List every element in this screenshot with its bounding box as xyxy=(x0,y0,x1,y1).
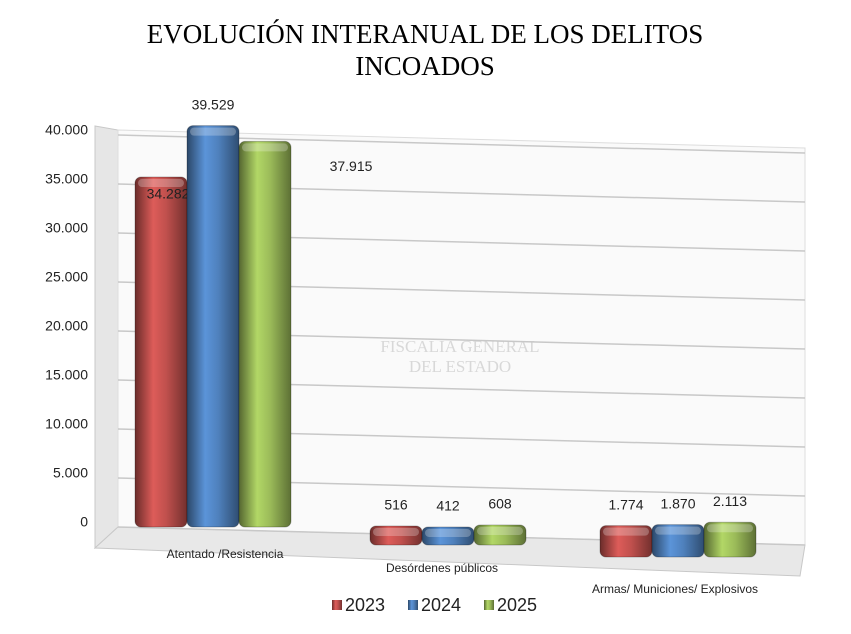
bar-highlight xyxy=(373,527,419,536)
bar xyxy=(238,140,292,528)
y-tick-label: 0 xyxy=(80,514,88,530)
data-label: 37.915 xyxy=(330,158,373,174)
watermark: DEL ESTADO xyxy=(409,357,511,376)
legend-label: 2024 xyxy=(421,595,461,615)
bar xyxy=(473,524,527,546)
bar-highlight xyxy=(242,143,288,152)
data-label: 412 xyxy=(436,498,460,514)
data-label: 516 xyxy=(384,497,408,513)
y-tick-label: 30.000 xyxy=(45,220,88,236)
bar-highlight xyxy=(655,526,701,535)
legend-swatch xyxy=(484,600,494,610)
data-label: 1.774 xyxy=(608,496,643,512)
data-label: 39.529 xyxy=(192,96,235,112)
data-label: 2.113 xyxy=(713,493,747,509)
bar xyxy=(134,176,188,528)
legend-label: 2023 xyxy=(345,595,385,615)
legend-swatch xyxy=(332,600,342,610)
data-label: 608 xyxy=(488,496,512,512)
chart-title: EVOLUCIÓN INTERANUAL DE LOS DELITOS INCO… xyxy=(146,19,704,81)
x-tick-label: Desórdenes públicos xyxy=(386,561,498,575)
legend-label: 2025 xyxy=(497,595,537,615)
y-tick-label: 5.000 xyxy=(53,465,88,481)
y-tick-label: 15.000 xyxy=(45,367,88,383)
data-label: 34.282 xyxy=(147,186,190,202)
bar-highlight xyxy=(603,527,649,536)
y-tick-label: 35.000 xyxy=(45,171,88,187)
side-wall xyxy=(94,125,119,550)
bar-highlight xyxy=(138,179,184,188)
bar-highlight xyxy=(190,127,236,136)
y-tick-label: 25.000 xyxy=(45,269,88,285)
y-tick-label: 20.000 xyxy=(45,318,88,334)
y-tick-label: 10.000 xyxy=(45,416,88,432)
legend-swatch xyxy=(408,600,418,610)
x-tick-label: Armas/ Municiones/ Explosivos xyxy=(592,582,758,596)
x-tick-label: Atentado /Resistencia xyxy=(167,547,284,561)
bar-highlight xyxy=(425,528,471,537)
bar-highlight xyxy=(477,527,523,536)
y-tick-label: 40.000 xyxy=(45,122,88,138)
data-label: 1.870 xyxy=(660,495,695,511)
bar-highlight xyxy=(707,524,753,533)
bar xyxy=(703,521,757,558)
bar xyxy=(186,125,240,528)
